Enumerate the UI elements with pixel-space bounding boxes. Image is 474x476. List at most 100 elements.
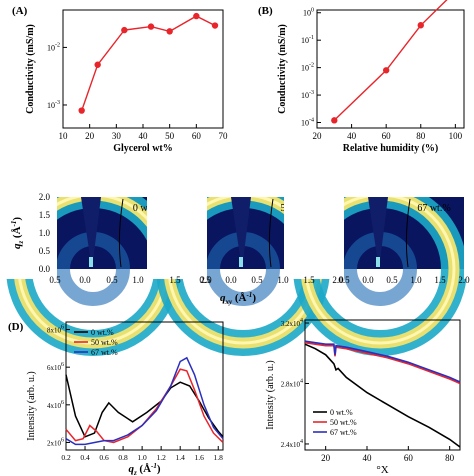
x-tick-label: 1.8 — [214, 453, 224, 462]
x-tick-label: 2.0 — [458, 275, 470, 285]
legend-label: 0 wt.% — [91, 328, 114, 337]
x-tick-label: 0.8 — [118, 453, 128, 462]
x-tick-label: 20 — [85, 131, 95, 141]
x-tick-label: 40 — [139, 131, 149, 141]
cut-line — [405, 198, 411, 268]
series-line — [333, 0, 448, 121]
x-tick-label: 0.4 — [80, 453, 90, 462]
x-tick-label: 40 — [347, 131, 357, 141]
data-point — [382, 67, 390, 74]
x-tick-label: 70 — [219, 131, 229, 141]
missing-wedge — [368, 197, 388, 269]
x-tick-label: 60 — [192, 131, 202, 141]
x-tick-label: 0.6 — [99, 453, 109, 462]
x-tick-label: 0.5 — [49, 275, 61, 285]
cut-line — [118, 198, 124, 268]
x-axis-label: Glycerol wt% — [113, 143, 173, 154]
y-tick-label: 10-2 — [47, 42, 60, 52]
x-tick-label: 30 — [112, 131, 122, 141]
y-tick-label: 10-4 — [301, 118, 314, 128]
mask-left — [0, 157, 57, 279]
series-line — [304, 343, 461, 448]
y-tick-label: 4x106 — [47, 400, 64, 410]
y-tick-label: 10-2 — [301, 63, 314, 73]
y-tick-label: 0.5 — [39, 246, 51, 256]
x-tick-label: 0.5 — [106, 275, 118, 285]
x-tick-label: 0.5 — [199, 275, 211, 285]
x-tick-label: 0.5 — [251, 275, 263, 285]
plot-frame — [316, 9, 465, 129]
y-tick-label: 3.2x104 — [281, 318, 303, 328]
mask-right — [464, 157, 474, 279]
image-label: 67 wt.% — [417, 203, 450, 214]
x-tick-label: 40 — [363, 453, 373, 463]
x-tick-label: 0.2 — [61, 453, 71, 462]
panel-c: (C)Increasing glycerol ratio0 wt.%50 wt.… — [0, 157, 474, 356]
plot-frame — [65, 321, 224, 451]
series-line — [65, 374, 224, 438]
legend-label: 67 wt.% — [330, 428, 357, 437]
x-axis-label: qz (Å-1) — [128, 462, 160, 476]
x-tick-label: 80 — [416, 131, 426, 141]
missing-wedge — [81, 197, 101, 269]
series-line — [304, 341, 461, 385]
y-tick-label: 6x106 — [47, 362, 64, 372]
legend-label: 50 wt.% — [330, 418, 357, 427]
x-tick-label: 20 — [321, 453, 331, 463]
panel-a: 10 20 30 40 50 60 70 10-3 10-2 Glycerol wt% Conduc… — [12, 5, 228, 154]
specular-spot — [376, 257, 380, 267]
x-tick-label: 0.5 — [386, 275, 398, 285]
data-point — [121, 26, 128, 34]
x-tick-label: 1.0 — [137, 453, 147, 462]
x-tick-label: 2.0 — [200, 275, 212, 285]
x-tick-label: 50 — [165, 131, 175, 141]
panel-label: (A) — [12, 5, 28, 17]
data-point — [94, 61, 101, 68]
y-tick-label: 2.4x104 — [281, 439, 303, 449]
legend-label: 67 wt.% — [91, 348, 118, 357]
data-point — [166, 28, 173, 35]
data-point — [417, 22, 424, 29]
legend-label: 50 wt.% — [91, 338, 118, 347]
x-tick-label: 10 — [59, 131, 69, 141]
mask-left — [147, 157, 207, 279]
y-tick-label: 2.0 — [39, 192, 51, 202]
y-axis-label: Conductivity (mS/m) — [277, 24, 288, 114]
y-axis-label: qz (Å-1) — [10, 217, 25, 249]
data-point — [78, 107, 85, 114]
specular-spot — [239, 257, 243, 267]
missing-wedge — [231, 197, 251, 269]
y-axis-label: Intensity (arb. u.) — [26, 371, 37, 440]
series-line — [81, 15, 216, 111]
panel-label: (B) — [258, 5, 273, 17]
x-tick-label: 20 — [313, 131, 323, 141]
x-tick-label: 1.5 — [434, 275, 446, 285]
x-tick-label: 80 — [445, 453, 455, 463]
x-tick-label: 1.0 — [132, 275, 144, 285]
x-tick-label: 1.0 — [410, 275, 422, 285]
y-tick-label: 0.0 — [39, 264, 51, 274]
x-tick-label: 1.6 — [195, 453, 205, 462]
x-tick-label: 1.5 — [169, 275, 181, 285]
panel-label: (D) — [8, 321, 24, 333]
x-tick-label: 1.2 — [156, 453, 166, 462]
series-line — [304, 340, 461, 383]
plot-frame — [304, 319, 461, 451]
y-tick-label: 10-3 — [301, 90, 314, 100]
x-axis-label: Relative humidity (%) — [343, 143, 439, 154]
x-tick-label: 2.0 — [332, 275, 344, 285]
y-tick-label: 10-3 — [47, 100, 60, 110]
panel-d-right: 20 40 60 80 2.4x104 2.8x104 3.2x104 0 wt.%50 wt… — [265, 318, 461, 476]
data-point — [193, 12, 200, 20]
waxs-image: 67 wt.% — [284, 157, 474, 356]
y-tick-label: 100 — [303, 8, 314, 18]
x-tick-label: 1.4 — [175, 453, 185, 462]
data-point — [147, 23, 155, 30]
mask-left — [284, 157, 344, 279]
x-tick-label: 60 — [404, 453, 414, 463]
x-tick-label: 100 — [449, 131, 463, 141]
specular-spot — [89, 257, 93, 267]
x-tick-label: 1.0 — [277, 275, 289, 285]
legend-label: 0 wt.% — [330, 408, 353, 417]
